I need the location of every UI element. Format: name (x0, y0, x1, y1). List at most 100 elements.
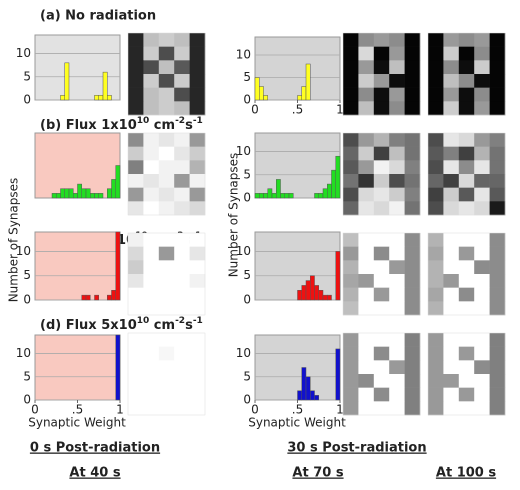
weight-pixel (428, 133, 444, 147)
weight-pixel (443, 233, 460, 247)
weight-pixel (358, 101, 375, 116)
weight-pixel (458, 101, 475, 116)
weight-pixel (404, 160, 421, 175)
weight-pixel (474, 333, 490, 347)
weight-pixel (128, 33, 144, 47)
weight-pixel (174, 246, 190, 261)
weight-pixel (489, 187, 506, 202)
weight-pixel (158, 146, 175, 161)
weight-pixel (158, 160, 175, 175)
weight-pixel (458, 46, 475, 61)
weight-pixel (358, 360, 375, 375)
histogram-bar (60, 188, 65, 199)
histogram-bar (301, 367, 307, 401)
y-tick-label: 0 (243, 191, 251, 205)
histogram-bar (327, 294, 332, 301)
histogram-bar (280, 193, 285, 199)
weight-pixel (458, 401, 475, 416)
weight-pixel (458, 233, 475, 247)
weight-pixel (474, 174, 490, 188)
weight-pixel (143, 374, 160, 388)
weight-pixel (158, 274, 175, 288)
weight-pixel (428, 301, 444, 316)
weight-pixel (128, 174, 144, 188)
histogram-bar (322, 294, 328, 301)
weight-pixel (443, 346, 460, 361)
weight-pixel (474, 233, 490, 247)
weight-pixel (489, 301, 506, 316)
weight-pixel (428, 360, 444, 375)
weight-pixel (489, 46, 506, 61)
weight-pixel (128, 387, 144, 402)
weight-pixel (343, 60, 359, 75)
weight-pixel (389, 101, 405, 116)
weight-pixel (404, 274, 421, 288)
image-border (127, 132, 206, 216)
weight-pixel (343, 146, 359, 161)
weight-pixel (128, 160, 144, 175)
weight-pixel (474, 360, 490, 375)
weight-pixel (389, 46, 405, 61)
weight-pixel (404, 60, 421, 75)
weight-pixel (143, 46, 160, 61)
histogram-bar (111, 290, 116, 301)
weight-pixel (443, 401, 460, 416)
weight-pixel (373, 274, 390, 288)
weight-pixel (373, 101, 390, 116)
weight-pixel (458, 33, 475, 47)
weight-pixel (158, 87, 175, 102)
weight-pixel (443, 360, 460, 375)
weight-pixel (143, 401, 160, 416)
weight-pixel (458, 87, 475, 102)
histogram-bar (305, 376, 311, 401)
image-border (127, 232, 206, 316)
weight-pixel (474, 287, 490, 302)
weight-pixel (404, 401, 421, 416)
weight-pixel (489, 74, 506, 88)
weight-pixel (174, 60, 190, 75)
weight-pixel (174, 146, 190, 161)
image-border (127, 332, 206, 416)
weight-pixel (489, 274, 506, 288)
weight-pixel (158, 301, 175, 316)
histogram-bar (335, 348, 341, 401)
image-border (427, 32, 506, 116)
histogram-bar (297, 390, 302, 401)
weight-pixel (158, 201, 175, 216)
weight-pixel (404, 133, 421, 147)
weight-pixel (489, 174, 506, 188)
weight-pixel (128, 46, 144, 61)
y-tick-label: 10 (236, 244, 251, 258)
weight-pixel (389, 174, 405, 188)
plot-background (34, 334, 121, 401)
weight-pixel (158, 346, 175, 361)
weight-pixel (474, 187, 490, 202)
weight-pixel (189, 346, 206, 361)
weight-pixel (389, 187, 405, 202)
weight-pixel (174, 174, 190, 188)
weight-pixel (158, 101, 175, 116)
histogram-bar (94, 95, 99, 101)
weight-pixel (189, 233, 206, 247)
weight-pixel (489, 60, 506, 75)
weight-pixel (343, 246, 359, 261)
weight-pixel (489, 401, 506, 416)
weight-pixel (358, 387, 375, 402)
weight-pixel (189, 187, 206, 202)
weight-pixel (458, 333, 475, 347)
weight-pixel (474, 146, 490, 161)
weight-pixel (458, 187, 475, 202)
weight-pixel (443, 187, 460, 202)
weight-pixel (189, 401, 206, 416)
weight-pixel (443, 146, 460, 161)
weight-pixel (458, 74, 475, 88)
histogram-bar (327, 183, 332, 199)
weight-pixel (189, 160, 206, 175)
weight-pixel (373, 133, 390, 147)
weight-pixel (404, 287, 421, 302)
weight-pixel (128, 260, 144, 275)
weight-pixel (458, 146, 475, 161)
caption: At 70 s (292, 466, 343, 481)
weight-pixel (128, 246, 144, 261)
y-tick-label: 0 (243, 293, 251, 307)
